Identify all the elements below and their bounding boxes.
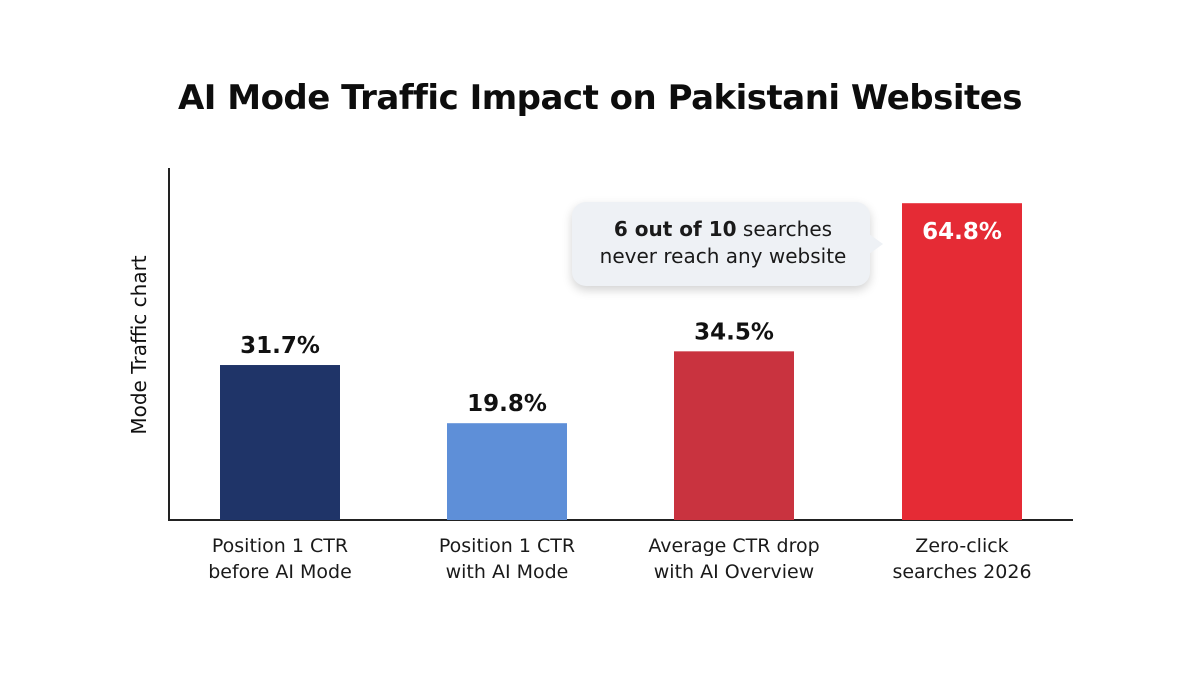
bars-group: 31.7% Position 1 CTR before AI Mode 19.8% Po…	[208, 203, 1032, 583]
category-label-zero-click-line-2: searches 2026	[892, 561, 1031, 583]
y-axis-label: Mode Traffic chart	[127, 255, 151, 434]
category-label-zero-click-line-1: Zero-click	[915, 535, 1008, 557]
bar-position-1-ctr-before	[220, 365, 340, 520]
value-label-zero-click: 64.8%	[922, 219, 1002, 245]
category-label-position-1-ctr-before-line-2: before AI Mode	[208, 561, 352, 583]
callout-line-2: never reach any website	[599, 244, 847, 268]
callout-line-1: 6 out of 10 searches	[586, 216, 860, 243]
callout-bold-text: 6 out of 10	[613, 217, 737, 241]
category-label-avg-ctr-drop-line-2: with AI Overview	[654, 561, 814, 583]
callout-line-1-rest: searches	[736, 217, 833, 241]
bar-avg-ctr-drop	[674, 351, 794, 520]
chart-title: AI Mode Traffic Impact on Pakistani Webs…	[177, 78, 1023, 118]
category-label-position-1-ctr-before-line-1: Position 1 CTR	[212, 535, 348, 557]
value-label-avg-ctr-drop: 34.5%	[694, 319, 774, 345]
category-label-position-1-ctr-with-line-1: Position 1 CTR	[439, 535, 575, 557]
category-label-position-1-ctr-with-line-2: with AI Mode	[446, 561, 569, 583]
value-label-position-1-ctr-before: 31.7%	[240, 333, 320, 359]
callout-tail	[869, 234, 883, 254]
category-label-avg-ctr-drop-line-1: Average CTR drop	[648, 535, 819, 557]
callout-annotation: 6 out of 10 searches never reach any web…	[572, 202, 883, 286]
bar-zero-click	[902, 203, 1022, 520]
bar-position-1-ctr-with	[447, 423, 567, 520]
value-label-position-1-ctr-with: 19.8%	[467, 391, 547, 417]
